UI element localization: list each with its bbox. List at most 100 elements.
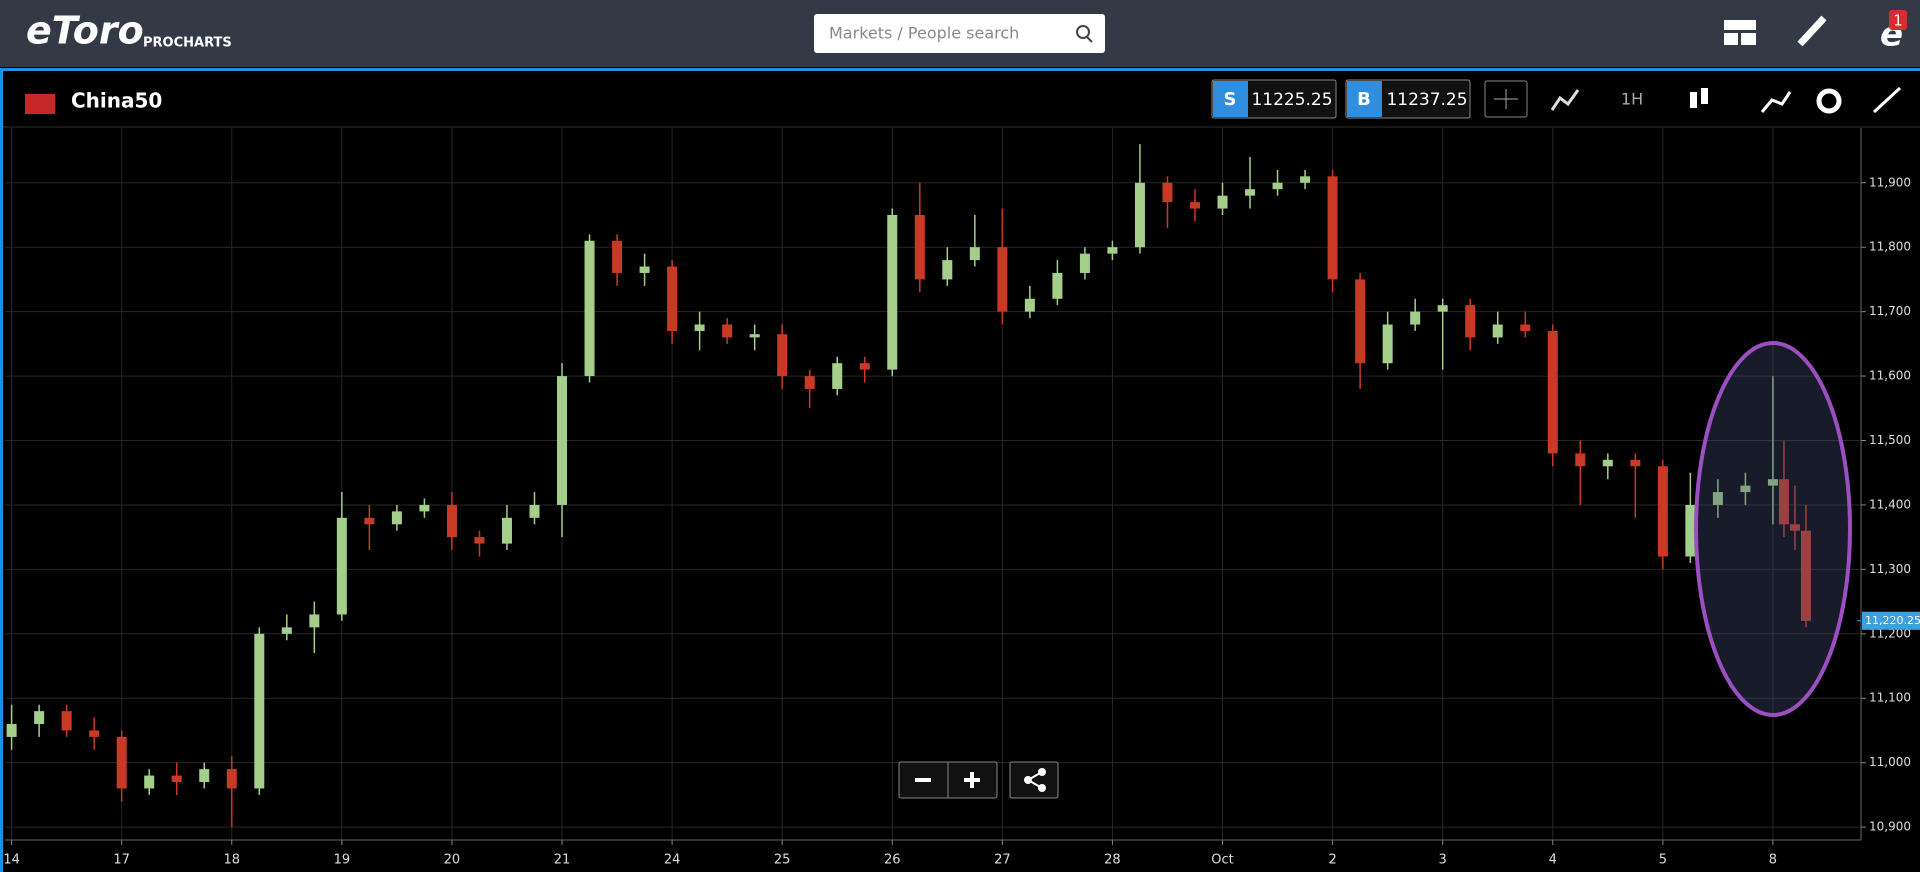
y-tick-label: 11,200 — [1869, 626, 1911, 640]
search-icon — [1086, 36, 1093, 43]
y-tick-label: 11,500 — [1869, 433, 1911, 447]
candle-body — [832, 363, 843, 389]
fullscreen-button[interactable] — [1872, 86, 1902, 114]
x-tick-label: 25 — [774, 853, 791, 868]
candle-body — [1355, 279, 1366, 364]
candle-body — [1410, 311, 1421, 325]
candle-body — [364, 517, 375, 525]
candle-body — [34, 711, 45, 725]
candle-body — [281, 627, 292, 634]
search-icon[interactable] — [1076, 25, 1090, 39]
search-placeholder: Markets / People search — [829, 24, 1019, 43]
y-tick-label: 11,100 — [1869, 691, 1911, 705]
candle-body — [1189, 202, 1200, 209]
candle-body — [1382, 324, 1393, 364]
chart-controls — [898, 761, 1059, 799]
search-box[interactable] — [814, 14, 1105, 53]
candle-body — [1162, 182, 1173, 203]
x-tick-label: 14 — [3, 853, 20, 868]
candle-body — [336, 517, 347, 615]
buy-label: B — [1357, 89, 1371, 110]
candle-body — [1465, 305, 1476, 338]
candle-body — [1327, 176, 1338, 280]
x-tick-label: 26 — [884, 853, 901, 868]
notification-badge[interactable] — [1889, 10, 1907, 30]
x-tick-label: 28 — [1104, 853, 1121, 868]
candle-body — [529, 504, 540, 518]
y-tick-label: 11,000 — [1869, 755, 1911, 769]
panel-border — [0, 71, 3, 872]
edit-icon[interactable] — [1797, 15, 1827, 47]
layout-icon[interactable] — [1724, 20, 1756, 45]
x-tick-label: 19 — [334, 853, 351, 868]
y-tick-label: 11,400 — [1869, 497, 1911, 511]
x-tick-label: 5 — [1659, 853, 1667, 868]
x-tick-label: 4 — [1549, 853, 1557, 868]
x-tick-label: Oct — [1211, 853, 1233, 868]
candle-body — [1778, 479, 1789, 525]
buy-label-box — [1347, 81, 1382, 117]
x-tick-label: 21 — [554, 853, 571, 868]
candle-body — [199, 769, 210, 783]
sell-label-box — [1213, 81, 1248, 117]
x-tick-label: 17 — [113, 853, 130, 868]
candle-body — [1052, 272, 1063, 299]
candle-body — [859, 363, 870, 370]
x-tick-label: 24 — [664, 853, 681, 868]
zoom-in-button[interactable] — [964, 772, 980, 788]
candle-body — [1712, 492, 1723, 505]
candle-body — [1575, 453, 1586, 467]
x-tick-label: 18 — [223, 853, 240, 868]
candle-body — [612, 240, 623, 273]
candle-body — [722, 324, 733, 338]
candle-body — [446, 504, 457, 538]
candle-body — [1272, 182, 1283, 190]
candle-body — [804, 376, 815, 389]
indicators-button[interactable] — [1550, 89, 1580, 111]
share-icon — [1024, 768, 1046, 792]
settings-button[interactable] — [1816, 88, 1842, 114]
logo[interactable]: eToro — [26, 9, 144, 53]
y-tick-label: 11,600 — [1869, 369, 1911, 383]
candle-body — [969, 247, 980, 261]
y-tick-label: 11,800 — [1869, 240, 1911, 254]
candle-body — [1492, 324, 1503, 338]
candle-body — [557, 376, 568, 505]
candle-body — [1547, 330, 1558, 454]
x-tick-label: 20 — [444, 853, 461, 868]
x-tick-label: 2 — [1328, 853, 1336, 868]
drawing-button[interactable] — [1760, 91, 1792, 113]
timeframe[interactable]: 1H — [1621, 90, 1643, 109]
candle-body — [116, 736, 127, 789]
crosshair-button[interactable] — [1484, 80, 1528, 118]
candle-body — [1437, 305, 1448, 312]
candle-body — [254, 633, 265, 789]
candle-body — [61, 711, 72, 731]
candle-body — [667, 266, 678, 331]
highlight-ellipse — [1694, 341, 1852, 717]
candle-body — [501, 517, 512, 544]
candle-body — [391, 511, 402, 525]
candle-body — [584, 240, 595, 377]
candle-body — [1107, 247, 1118, 254]
plot-area — [5, 128, 1861, 840]
y-tick-label: 11,700 — [1869, 304, 1911, 318]
buy-price: 11237.25 — [1386, 90, 1467, 110]
candle-body — [226, 769, 237, 789]
candle-body — [1520, 324, 1531, 331]
candle-body — [639, 266, 650, 273]
share-button[interactable] — [1009, 761, 1059, 799]
candle-body — [474, 537, 485, 544]
candle-body — [309, 614, 320, 628]
instrument-name: China50 — [71, 89, 162, 113]
zoom-out-button[interactable] — [915, 778, 931, 782]
x-tick-label: 27 — [994, 853, 1011, 868]
candle-body — [1217, 195, 1228, 209]
y-tick-label: 11,900 — [1869, 175, 1911, 189]
chart-type-button[interactable] — [1690, 88, 1708, 108]
candle-body — [1740, 485, 1751, 493]
last-price-label: 11,220.25 — [1865, 614, 1920, 627]
y-tick-label: 10,900 — [1869, 820, 1911, 834]
